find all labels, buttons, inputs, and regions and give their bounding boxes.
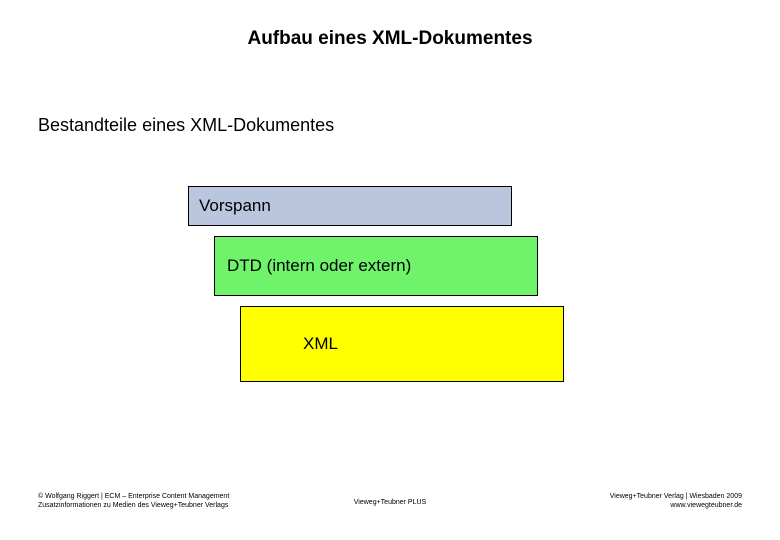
box-vorspann: Vorspann (188, 186, 512, 226)
footer-left-line2: Zusatzinformationen zu Medien des Vieweg… (38, 501, 318, 510)
slide: Aufbau eines XML-Dokumentes Bestandteile… (0, 0, 780, 540)
footer-left-line1: © Wolfgang Riggert | ECM – Enterprise Co… (38, 492, 318, 501)
footer-left: © Wolfgang Riggert | ECM – Enterprise Co… (38, 492, 318, 511)
box-vorspann-label: Vorspann (199, 196, 271, 216)
box-xml: XML (240, 306, 564, 382)
footer-right-line1: Vieweg+Teubner Verlag | Wiesbaden 2009 (522, 492, 742, 501)
slide-subtitle: Bestandteile eines XML-Dokumentes (38, 115, 334, 136)
box-xml-label: XML (303, 334, 338, 354)
footer: © Wolfgang Riggert | ECM – Enterprise Co… (38, 492, 742, 526)
slide-title: Aufbau eines XML-Dokumentes (0, 28, 780, 50)
box-dtd-label: DTD (intern oder extern) (227, 256, 411, 276)
footer-right-line2: www.viewegteubner.de (522, 501, 742, 510)
footer-mid: Vieweg+Teubner PLUS (290, 498, 490, 507)
box-dtd: DTD (intern oder extern) (214, 236, 538, 296)
footer-right: Vieweg+Teubner Verlag | Wiesbaden 2009 w… (522, 492, 742, 511)
